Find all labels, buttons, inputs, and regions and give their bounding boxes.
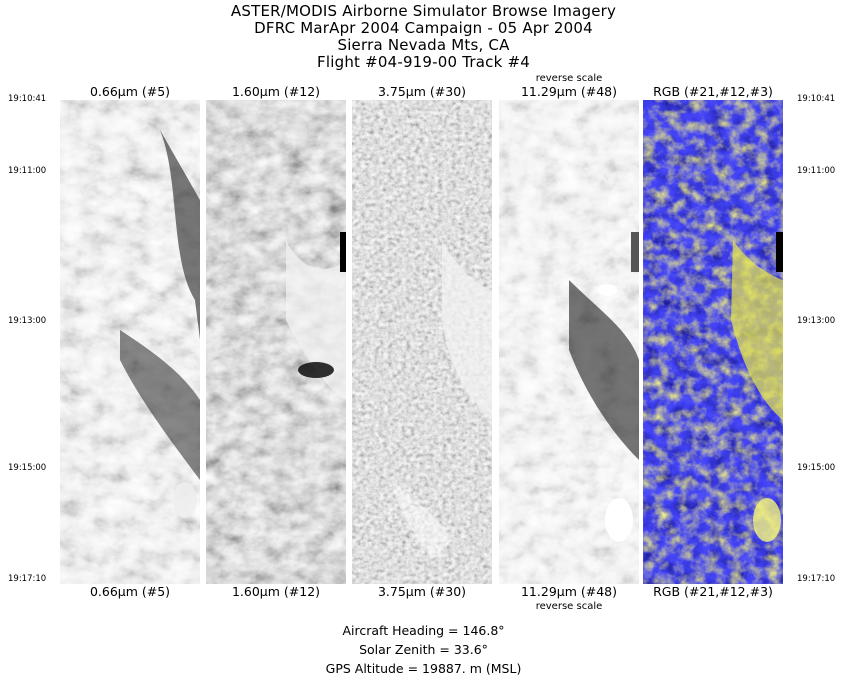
band-4-bottom-label: 11.29μm (#48) [520,584,618,599]
time-right-4: 19:15:00 [797,463,836,473]
band-1-top-label: 0.66μm (#5) [89,84,171,99]
time-left-3: 19:13:00 [8,316,47,326]
title-line-4: Flight #04-919-00 Track #4 [317,53,530,71]
title-line-1: ASTER/MODIS Airborne Simulator Browse Im… [230,2,617,20]
band-3-top-label: 3.75μm (#30) [377,84,467,99]
time-left-1: 19:10:41 [8,94,47,104]
image-panel-band-0-66um [60,100,200,584]
image-panel-rgb-composite [643,100,783,584]
title-line-2: DFRC MarApr 2004 Campaign - 05 Apr 2004 [254,19,593,37]
time-right-2: 19:11:00 [797,166,836,176]
band-5-bottom-label: RGB (#21,#12,#3) [653,584,773,599]
gps-altitude: GPS Altitude = 19887. m (MSL) [325,661,522,676]
time-right-1: 19:10:41 [797,94,836,104]
band-4-top-label: 11.29μm (#48) [520,84,618,99]
image-panel-band-1-60um [206,100,346,584]
band-2-top-label: 1.60μm (#12) [231,84,321,99]
image-panel-band-3-75um [352,100,492,584]
time-left-2: 19:11:00 [8,166,47,176]
band-5-top-label: RGB (#21,#12,#3) [653,84,773,99]
band-1-bottom-label: 0.66μm (#5) [89,584,171,599]
time-left-5: 19:17:10 [8,574,47,584]
title-line-3: Sierra Nevada Mts, CA [337,36,510,54]
band-4-top-note: reverse scale [535,73,603,84]
time-right-5: 19:17:10 [797,574,836,584]
aircraft-heading: Aircraft Heading = 146.8° [342,623,505,638]
band-4-bottom-note: reverse scale [535,601,603,612]
image-panel-band-11-29um [499,100,639,584]
band-2-bottom-label: 1.60μm (#12) [231,584,321,599]
time-right-3: 19:13:00 [797,316,836,326]
time-left-4: 19:15:00 [8,463,47,473]
band-3-bottom-label: 3.75μm (#30) [377,584,467,599]
solar-zenith: Solar Zenith = 33.6° [359,642,488,657]
